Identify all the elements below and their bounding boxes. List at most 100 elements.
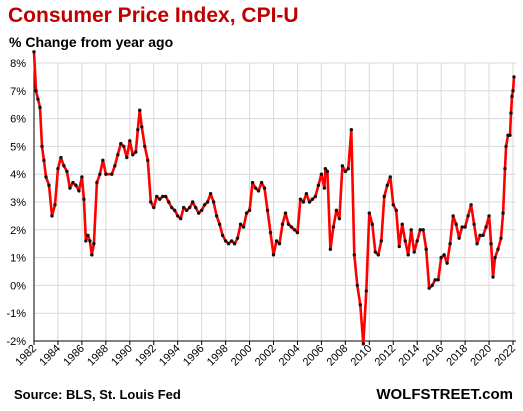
data-point	[84, 239, 88, 243]
x-tick-labels: 1982198419861988199019921994199619982000…	[13, 343, 518, 369]
data-point	[334, 208, 339, 213]
data-point	[34, 89, 38, 93]
data-point	[167, 200, 171, 204]
data-point	[442, 253, 446, 257]
data-point	[280, 222, 285, 226]
data-point	[181, 205, 186, 210]
data-point	[510, 94, 514, 99]
y-tick-label: -2%	[6, 336, 26, 348]
data-point	[104, 172, 108, 176]
data-point	[448, 242, 452, 246]
data-point	[47, 183, 51, 188]
cpi-series-line	[32, 51, 516, 346]
data-point	[82, 197, 86, 201]
data-point	[220, 233, 225, 238]
data-point	[223, 239, 228, 243]
data-point	[491, 275, 495, 279]
data-point	[391, 203, 395, 207]
data-point	[424, 247, 428, 251]
x-tick-label: 2006	[301, 343, 327, 369]
data-point	[501, 211, 505, 215]
data-point	[439, 255, 443, 260]
data-point	[62, 164, 66, 168]
data-point	[328, 247, 333, 251]
data-point	[196, 211, 201, 215]
data-point	[158, 197, 162, 201]
y-tick-labels: -2% -1% 0% 1% 2% 3% 4% 5% 6% 7% 8%	[6, 58, 26, 348]
data-point	[265, 208, 270, 213]
data-point	[110, 172, 114, 176]
data-point	[74, 183, 78, 188]
data-point	[298, 197, 303, 201]
x-tick-label: 1992	[133, 343, 159, 369]
data-point	[32, 50, 36, 54]
data-point	[512, 75, 516, 79]
data-point	[406, 253, 410, 257]
data-point	[199, 208, 204, 213]
data-point	[352, 253, 357, 257]
data-point	[50, 214, 54, 218]
data-point	[244, 211, 249, 215]
y-tick-label: 0%	[10, 280, 26, 292]
data-point	[322, 186, 327, 190]
data-point	[385, 183, 389, 188]
data-point	[44, 175, 48, 179]
data-point	[247, 208, 252, 213]
data-point	[98, 172, 102, 176]
data-point	[173, 208, 177, 213]
data-point	[283, 211, 288, 215]
data-point	[56, 166, 60, 171]
data-point	[131, 153, 135, 157]
data-point	[232, 242, 237, 246]
data-point	[138, 108, 142, 112]
data-point	[394, 208, 398, 213]
data-point	[274, 239, 279, 243]
data-point	[469, 203, 473, 207]
y-tick-label: 7%	[10, 86, 26, 98]
data-point	[271, 253, 276, 257]
x-tick-label: 1986	[61, 343, 87, 369]
data-point	[478, 233, 482, 238]
data-point	[346, 166, 351, 171]
data-point	[211, 200, 216, 204]
x-tick-label: 2004	[277, 343, 303, 369]
x-tick-label: 2022	[492, 343, 518, 369]
data-point	[149, 200, 153, 204]
data-point	[113, 164, 117, 168]
data-point	[475, 242, 479, 246]
data-point	[340, 164, 345, 168]
data-point	[427, 286, 431, 290]
data-point	[77, 189, 81, 193]
data-point	[316, 183, 321, 188]
data-point	[42, 158, 46, 162]
data-point	[487, 214, 491, 218]
data-point	[358, 303, 363, 307]
y-tick-label: 3%	[10, 197, 26, 209]
y-tick-label: 1%	[10, 253, 26, 265]
chart-subtitle: % Change from year ago	[9, 34, 174, 50]
data-point	[205, 200, 210, 204]
data-point	[289, 225, 294, 229]
data-point	[496, 247, 500, 251]
data-point	[349, 128, 354, 132]
data-point	[136, 128, 140, 132]
y-tick-label: -1%	[6, 308, 26, 320]
data-point	[40, 144, 44, 149]
data-point	[481, 233, 485, 238]
data-point	[202, 203, 207, 207]
data-point	[214, 214, 219, 218]
y-tick-label: 5%	[10, 141, 26, 153]
data-point	[86, 233, 90, 238]
data-point	[193, 205, 198, 210]
data-point	[88, 239, 92, 243]
x-tick-label: 1988	[85, 343, 111, 369]
data-point	[397, 244, 401, 249]
data-point	[412, 250, 416, 254]
data-point	[457, 236, 461, 240]
data-point	[436, 278, 440, 282]
data-point	[134, 150, 138, 154]
data-point	[504, 144, 508, 149]
data-point	[445, 261, 449, 265]
data-point	[301, 200, 306, 204]
